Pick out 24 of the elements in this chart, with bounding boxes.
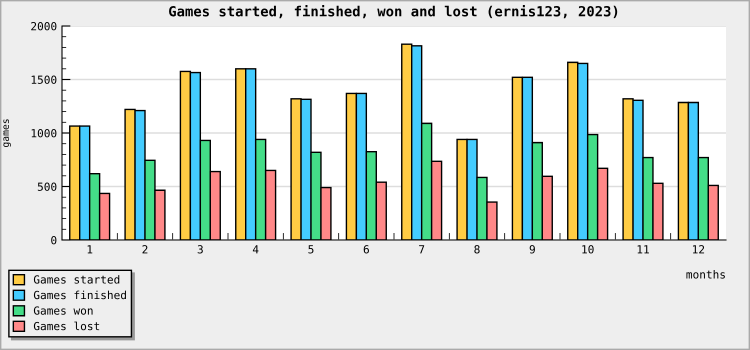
x-tick-label: 2: [142, 245, 148, 254]
legend-label: Games started: [34, 275, 120, 284]
y-tick-label: 1000: [32, 129, 56, 138]
x-tick-label: 3: [198, 245, 203, 254]
y-tick-label: 0: [51, 236, 56, 244]
x-tick-label: 12: [692, 245, 704, 254]
x-tick-label: 9: [530, 245, 535, 254]
legend-label: Games lost: [34, 322, 100, 330]
x-tick-label: 6: [364, 245, 369, 254]
x-tick-label: 4: [252, 245, 258, 254]
y-tick-label: 1500: [32, 76, 56, 84]
x-tick-label: 1: [88, 245, 92, 254]
chart-title: Games started, finished, won and lost (ernis123, 2023): [169, 4, 618, 18]
legend-label: Games finished: [34, 290, 126, 300]
x-tick-label: 8: [474, 245, 480, 254]
x-tick-label: 11: [638, 245, 649, 254]
legend-label: Games won: [34, 306, 93, 315]
y-tick-label: 500: [38, 182, 56, 191]
y-tick-label: 2000: [31, 22, 56, 30]
x-axis-title: months: [686, 270, 725, 279]
x-tick-label: 10: [582, 245, 594, 254]
x-tick-label: 7: [419, 245, 424, 254]
x-tick-label: 5: [308, 245, 314, 254]
y-axis-title: games: [3, 119, 11, 148]
